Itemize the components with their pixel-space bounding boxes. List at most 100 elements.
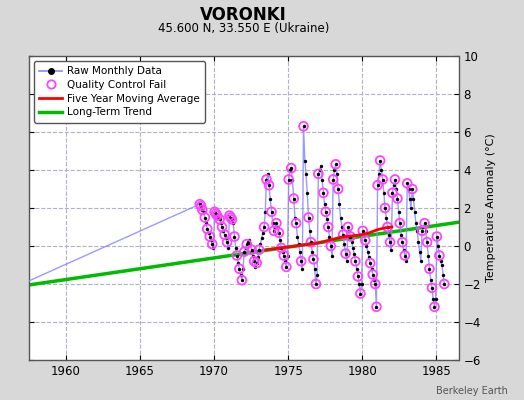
Point xyxy=(439,271,447,278)
Point xyxy=(340,241,348,247)
Point xyxy=(233,252,241,259)
Point xyxy=(351,258,359,264)
Point xyxy=(387,246,396,253)
Point xyxy=(298,266,307,272)
Point xyxy=(294,241,303,247)
Point xyxy=(346,233,355,240)
Point xyxy=(423,239,431,245)
Point xyxy=(254,254,262,261)
Point xyxy=(408,186,417,192)
Point xyxy=(371,281,379,287)
Point xyxy=(433,233,441,240)
Point xyxy=(425,266,434,272)
Point xyxy=(302,170,310,177)
Point xyxy=(374,182,382,188)
Point xyxy=(372,304,380,310)
Point xyxy=(391,176,399,183)
Point xyxy=(349,245,357,251)
Point xyxy=(197,203,205,209)
Point xyxy=(299,123,308,130)
Point xyxy=(326,243,335,249)
Point xyxy=(396,220,404,226)
Point xyxy=(274,224,282,230)
Point xyxy=(440,281,449,287)
Point xyxy=(324,224,332,230)
Point xyxy=(398,239,407,245)
Point xyxy=(216,220,225,226)
Point xyxy=(433,233,441,240)
Point xyxy=(224,245,233,251)
Point xyxy=(356,290,365,297)
Point xyxy=(436,258,445,264)
Point xyxy=(234,260,243,266)
Point xyxy=(409,195,418,202)
Point xyxy=(361,237,369,244)
Point xyxy=(291,214,299,221)
Point xyxy=(391,176,399,183)
Point xyxy=(384,224,392,230)
Point xyxy=(319,190,328,196)
Point xyxy=(198,207,206,213)
Point xyxy=(225,212,234,219)
Point xyxy=(236,271,245,278)
Point xyxy=(211,209,219,215)
Point xyxy=(263,176,271,183)
Point xyxy=(230,233,238,240)
Y-axis label: Temperature Anomaly (°C): Temperature Anomaly (°C) xyxy=(486,134,496,282)
Point xyxy=(392,186,400,192)
Point xyxy=(379,190,388,196)
Point xyxy=(413,228,421,234)
Point xyxy=(260,224,268,230)
Point xyxy=(261,209,269,215)
Point xyxy=(199,209,208,215)
Point xyxy=(212,210,220,217)
Point xyxy=(240,248,248,255)
Point xyxy=(223,239,231,245)
Point xyxy=(418,228,426,234)
Point xyxy=(351,258,359,264)
Point xyxy=(270,228,278,234)
Point xyxy=(406,195,414,202)
Point xyxy=(272,220,280,226)
Point xyxy=(440,281,449,287)
Point xyxy=(264,170,272,177)
Point xyxy=(239,266,247,272)
Point xyxy=(297,258,305,264)
Point xyxy=(265,182,273,188)
Point xyxy=(275,230,283,236)
Point xyxy=(207,237,215,244)
Point xyxy=(366,260,374,266)
Point xyxy=(230,233,238,240)
Point xyxy=(422,228,430,234)
Point xyxy=(368,271,377,278)
Text: 45.600 N, 33.550 E (Ukraine): 45.600 N, 33.550 E (Ukraine) xyxy=(158,22,330,35)
Point xyxy=(299,123,308,130)
Point xyxy=(397,231,406,238)
Point xyxy=(265,182,273,188)
Point xyxy=(215,216,224,222)
Point xyxy=(430,304,439,310)
Point xyxy=(325,233,334,240)
Point xyxy=(238,277,246,283)
Point xyxy=(290,195,298,202)
Point xyxy=(318,176,326,183)
Point xyxy=(297,258,305,264)
Point xyxy=(365,254,373,261)
Point xyxy=(313,271,321,278)
Point xyxy=(287,165,296,171)
Point xyxy=(435,252,444,259)
Point xyxy=(323,216,331,222)
Point xyxy=(222,235,230,242)
Point xyxy=(425,266,434,272)
Point xyxy=(419,224,428,230)
Point xyxy=(322,209,330,215)
Point xyxy=(270,228,278,234)
Point xyxy=(221,231,229,238)
Point xyxy=(417,258,425,264)
Point xyxy=(355,281,363,287)
Point xyxy=(371,281,379,287)
Point xyxy=(429,296,438,302)
Point xyxy=(362,243,370,249)
Point xyxy=(378,176,387,183)
Point xyxy=(276,237,285,244)
